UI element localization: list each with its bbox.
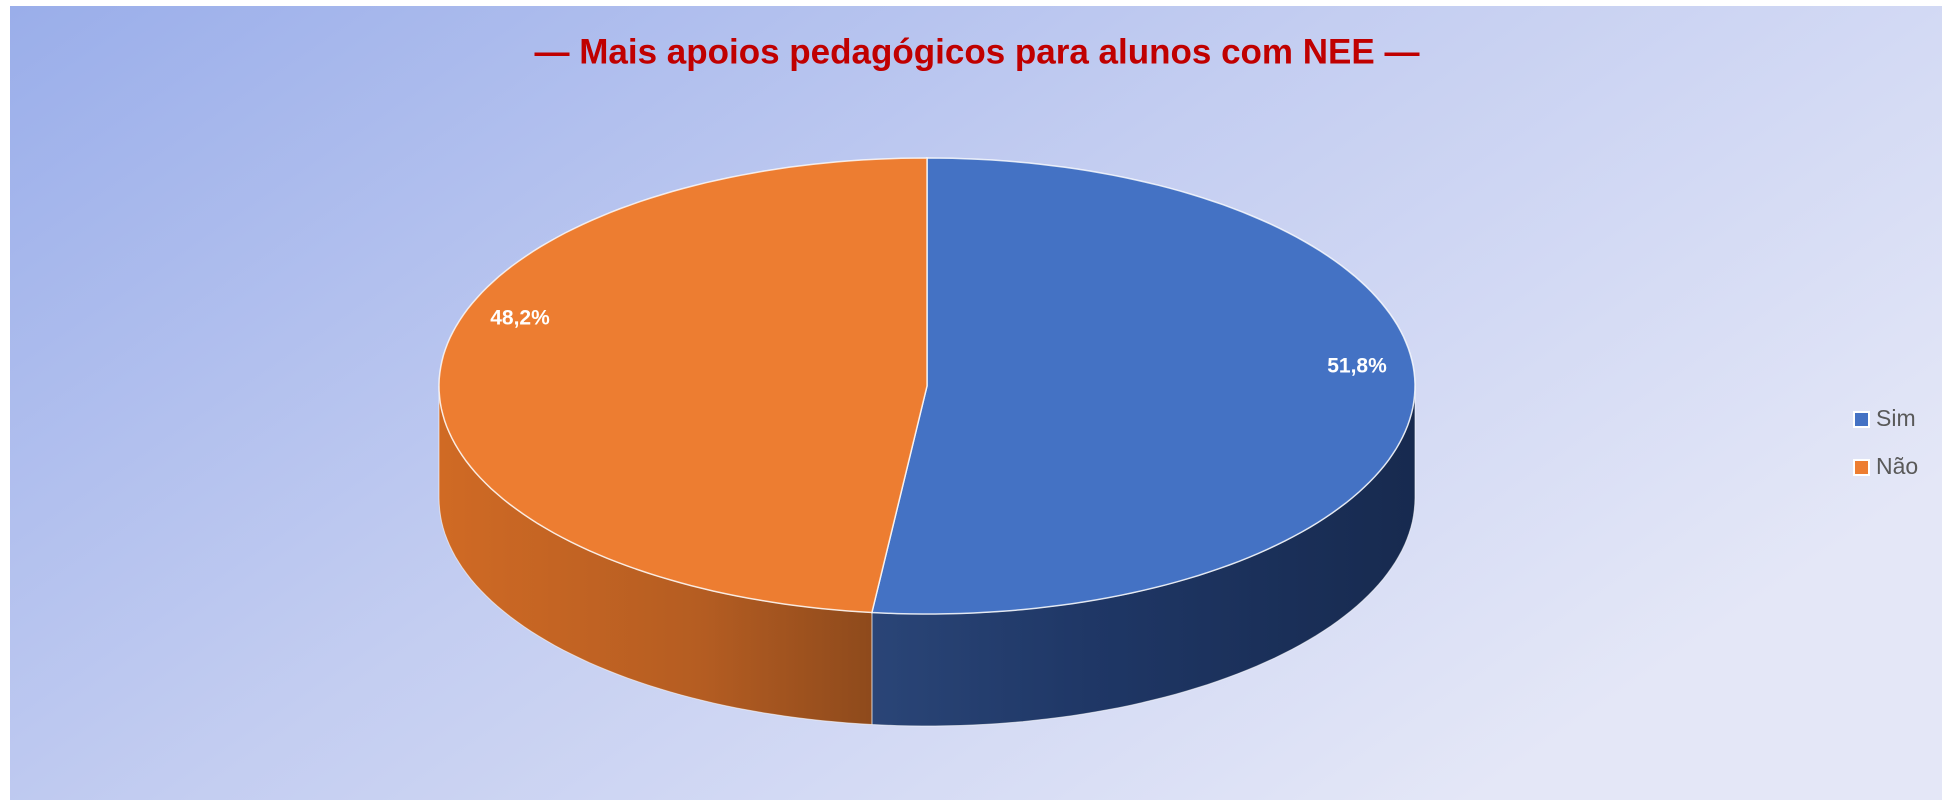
chart-title: — Mais apoios pedagógicos para alunos co… <box>535 32 1420 71</box>
legend-label: Sim <box>1876 405 1916 431</box>
data-label: 51,8% <box>1327 355 1387 378</box>
legend-swatch <box>1853 459 1870 476</box>
legend-label: Não <box>1876 453 1918 479</box>
data-label: 48,2% <box>490 307 550 330</box>
legend-swatch <box>1853 411 1870 428</box>
slice <box>870 157 1416 615</box>
slice <box>438 157 928 614</box>
